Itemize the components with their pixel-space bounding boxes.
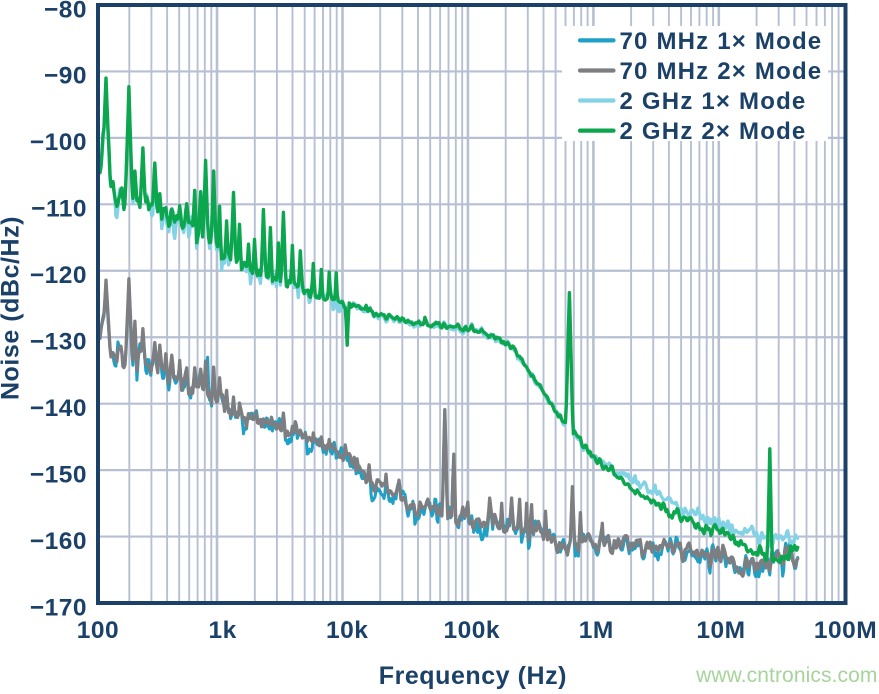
svg-text:Frequency (Hz): Frequency (Hz): [379, 662, 567, 689]
svg-text:2 GHz 2× Mode: 2 GHz 2× Mode: [620, 118, 807, 145]
svg-text:70 MHz 2× Mode: 70 MHz 2× Mode: [620, 58, 823, 85]
svg-text:10k: 10k: [326, 617, 368, 644]
svg-text:−160: −160: [30, 528, 87, 555]
svg-text:Noise (dBc/Hz): Noise (dBc/Hz): [0, 216, 25, 400]
svg-text:−140: −140: [30, 395, 87, 422]
svg-text:−170: −170: [30, 594, 87, 621]
svg-text:−130: −130: [30, 329, 87, 356]
svg-text:−110: −110: [31, 196, 87, 223]
svg-text:100M: 100M: [814, 617, 877, 644]
svg-text:−150: −150: [30, 461, 87, 488]
svg-text:www.cntronics.com: www.cntronics.com: [695, 664, 877, 687]
svg-text:10M: 10M: [696, 617, 745, 644]
svg-text:−80: −80: [44, 0, 87, 23]
svg-text:1k: 1k: [208, 617, 236, 644]
svg-text:2 GHz 1× Mode: 2 GHz 1× Mode: [620, 88, 807, 115]
svg-text:−90: −90: [44, 63, 87, 90]
svg-text:100k: 100k: [444, 617, 501, 644]
svg-text:−120: −120: [30, 262, 87, 289]
svg-text:100: 100: [77, 617, 119, 644]
svg-text:70 MHz 1× Mode: 70 MHz 1× Mode: [620, 28, 823, 55]
svg-text:−100: −100: [30, 129, 87, 156]
svg-text:1M: 1M: [579, 617, 614, 644]
